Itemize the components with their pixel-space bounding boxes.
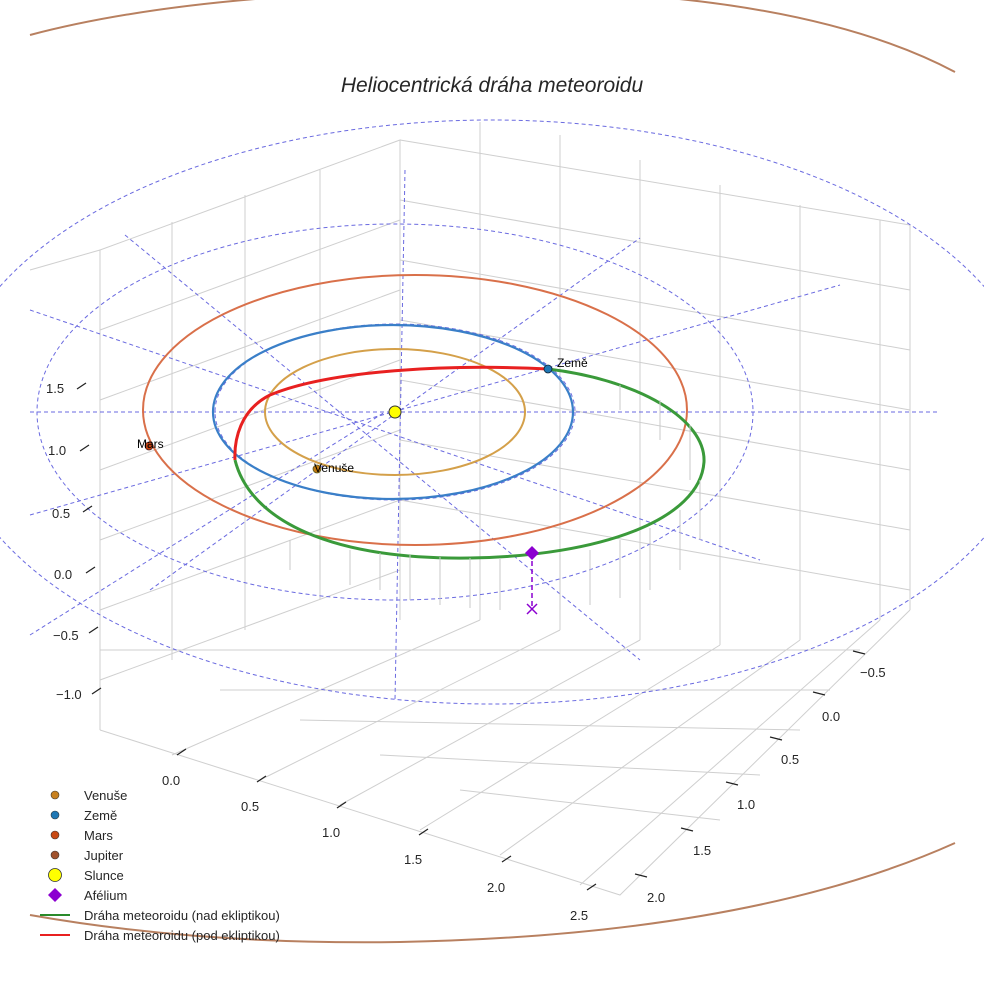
legend-item-sun: Slunce	[38, 865, 280, 885]
legend: Venuše Země Mars Jupiter Slunce Afélium …	[38, 785, 280, 945]
grid-lines	[29, 122, 911, 896]
sun-icon	[48, 868, 62, 882]
aphelion-marker	[525, 546, 539, 560]
y-tick: 0.0	[822, 709, 841, 724]
z-tick: 1.0	[48, 443, 67, 458]
legend-item-aphelion: Afélium	[38, 885, 280, 905]
jupiter-orbit	[29, 0, 956, 944]
tick-marks	[76, 382, 866, 891]
x-tick: 2.5	[570, 908, 589, 923]
venus-orbit	[264, 348, 526, 476]
x-tick: 2.0	[487, 880, 506, 895]
y-tick: 0.5	[781, 752, 800, 767]
earth-label: Země	[557, 356, 588, 370]
aphelion-projection-icon	[526, 603, 538, 615]
legend-item-path-below: Dráha meteoroidu (pod ekliptikou)	[38, 925, 280, 945]
z-tick: 1.5	[46, 381, 65, 396]
legend-item-earth: Země	[38, 805, 280, 825]
y-tick: 2.0	[647, 890, 666, 905]
drop-lines	[289, 385, 701, 610]
sun-marker	[388, 405, 402, 419]
line-icon	[40, 914, 70, 916]
y-tick: −0.5	[860, 665, 886, 680]
meteoroid-path-above	[233, 367, 706, 560]
reference-circles	[0, 119, 984, 705]
mars-orbit	[142, 274, 688, 546]
legend-item-jupiter: Jupiter	[38, 845, 280, 865]
dot-icon	[50, 830, 60, 840]
x-tick: 1.5	[404, 852, 423, 867]
line-icon	[40, 934, 70, 936]
y-tick: 1.5	[693, 843, 712, 858]
venus-label: Venuše	[314, 461, 355, 475]
dot-icon	[50, 790, 60, 800]
legend-item-path-above: Dráha meteoroidu (nad ekliptikou)	[38, 905, 280, 925]
mars-marker	[144, 441, 154, 451]
chart-title: Heliocentrická dráha meteoroidu	[340, 74, 644, 97]
x-tick: 1.0	[322, 825, 341, 840]
dot-icon	[50, 850, 60, 860]
venus-marker	[312, 464, 322, 474]
earth-orbit	[211, 323, 575, 501]
z-tick: −0.5	[53, 628, 79, 643]
diamond-icon	[48, 888, 62, 902]
y-tick: 1.0	[737, 797, 756, 812]
legend-item-venus: Venuše	[38, 785, 280, 805]
z-tick: −1.0	[56, 687, 82, 702]
earth-marker	[543, 364, 553, 374]
meteoroid-path-below	[233, 365, 549, 461]
dot-icon	[50, 810, 60, 820]
z-tick: 0.0	[54, 567, 73, 582]
z-tick: 0.5	[52, 506, 71, 521]
x-tick: 0.0	[162, 773, 181, 788]
mars-label: Mars	[137, 437, 164, 451]
legend-item-mars: Mars	[38, 825, 280, 845]
x-tick: 0.5	[241, 799, 260, 814]
